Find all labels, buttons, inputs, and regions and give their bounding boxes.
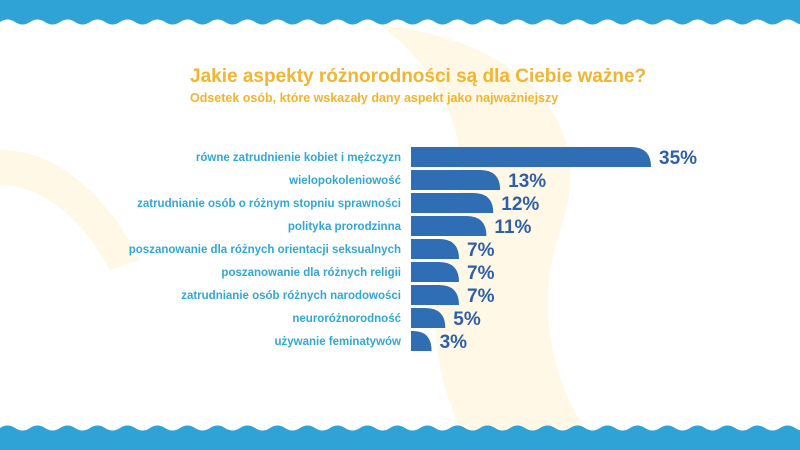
background-swoosh [0, 150, 140, 270]
value-label: 5% [453, 309, 481, 330]
bar [411, 308, 446, 328]
value-label: 11% [494, 217, 531, 238]
bar [411, 216, 487, 236]
chart-title: Jakie aspekty różnorodności są dla Ciebi… [190, 66, 647, 87]
bar [411, 331, 432, 351]
category-label: wielopokoleniowość [288, 175, 401, 187]
value-label: 3% [440, 332, 468, 353]
bottom-wave-border [0, 425, 800, 450]
bar [411, 262, 459, 282]
category-label: zatrudnianie osób różnych narodowości [181, 290, 401, 302]
top-wave-border [0, 0, 800, 25]
bar [411, 170, 501, 190]
value-label: 7% [467, 263, 495, 284]
bar [411, 147, 651, 167]
background-swoosh [380, 25, 600, 450]
category-label: poszanowanie dla różnych orientacji seks… [129, 244, 401, 256]
category-label: polityka prorodzinna [288, 221, 402, 233]
category-label: używanie feminatywów [274, 336, 401, 348]
value-label: 35% [659, 148, 697, 169]
category-label: neuroróżnorodność [292, 313, 401, 325]
category-label: równe zatrudnienie kobiet i mężczyzn [196, 152, 401, 164]
bar [411, 285, 459, 305]
value-label: 7% [467, 240, 495, 261]
bar [411, 239, 459, 259]
value-label: 7% [467, 286, 495, 307]
value-label: 12% [501, 194, 539, 215]
value-label: 13% [508, 171, 546, 192]
bar [411, 193, 494, 213]
chart-subtitle: Odsetek osób, które wskazały dany aspekt… [190, 91, 559, 105]
category-label: zatrudnianie osób o różnym stopniu spraw… [137, 198, 401, 210]
category-label: poszanowanie dla różnych religii [221, 267, 401, 279]
